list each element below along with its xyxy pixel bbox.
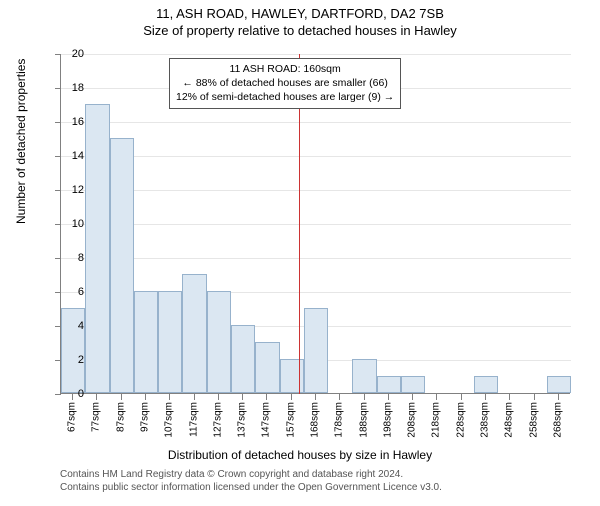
x-tick-label: 137sqm [237,402,248,438]
x-axis-label: Distribution of detached houses by size … [0,448,600,462]
x-tick [461,394,462,400]
annotation-line: 11 ASH ROAD: 160sqm [176,62,394,76]
x-tick [96,394,97,400]
y-tick-label: 16 [54,116,84,128]
histogram-bar [304,308,328,393]
gridline [61,190,571,191]
x-tick [509,394,510,400]
annotation-line: 12% of semi-detached houses are larger (… [176,90,394,104]
y-tick-label: 8 [54,252,84,264]
x-tick [339,394,340,400]
x-tick [266,394,267,400]
x-tick-label: 157sqm [285,402,296,438]
page-title-address: 11, ASH ROAD, HAWLEY, DARTFORD, DA2 7SB [0,6,600,21]
footer-attribution: Contains HM Land Registry data © Crown c… [60,468,442,494]
x-tick-label: 107sqm [164,402,175,438]
histogram-bar [255,342,279,393]
x-tick-label: 208sqm [407,402,418,438]
x-tick [485,394,486,400]
footer-line-1: Contains HM Land Registry data © Crown c… [60,468,442,481]
histogram-bar [280,359,304,393]
x-tick-label: 218sqm [431,402,442,438]
y-tick-label: 14 [54,150,84,162]
histogram-bar [207,291,231,393]
x-tick-label: 87sqm [115,402,126,432]
histogram-bar [474,376,498,393]
histogram-bar [85,104,109,393]
histogram-bar [377,376,401,393]
x-tick-label: 67sqm [67,402,78,432]
plot-area: 11 ASH ROAD: 160sqm← 88% of detached hou… [60,54,570,394]
gridline [61,156,571,157]
x-tick [121,394,122,400]
histogram-bar [134,291,158,393]
x-tick-label: 238sqm [480,402,491,438]
x-tick [388,394,389,400]
gridline [61,122,571,123]
x-tick-label: 168sqm [310,402,321,438]
x-tick [218,394,219,400]
footer-line-2: Contains public sector information licen… [60,481,442,494]
y-tick-label: 20 [54,48,84,60]
x-tick-label: 188sqm [358,402,369,438]
annotation-box: 11 ASH ROAD: 160sqm← 88% of detached hou… [169,58,401,109]
x-tick-label: 97sqm [140,402,151,432]
x-tick-label: 198sqm [382,402,393,438]
x-tick-label: 248sqm [504,402,515,438]
y-tick-label: 12 [54,184,84,196]
x-tick [291,394,292,400]
y-tick-label: 2 [54,354,84,366]
x-tick-label: 77sqm [91,402,102,432]
x-tick [242,394,243,400]
y-axis-label: Number of detached properties [14,59,28,224]
y-tick-label: 0 [54,388,84,400]
annotation-line: ← 88% of detached houses are smaller (66… [176,76,394,90]
page-title-subtitle: Size of property relative to detached ho… [0,23,600,38]
histogram-bar [231,325,255,393]
x-tick-label: 268sqm [552,402,563,438]
histogram-bar [182,274,206,393]
x-tick [558,394,559,400]
x-tick [169,394,170,400]
x-tick-label: 258sqm [528,402,539,438]
x-tick [145,394,146,400]
histogram-chart: 11 ASH ROAD: 160sqm← 88% of detached hou… [60,54,570,424]
x-tick [315,394,316,400]
x-tick-label: 117sqm [188,402,199,437]
x-tick [194,394,195,400]
gridline [61,54,571,55]
y-tick-label: 6 [54,286,84,298]
gridline [61,224,571,225]
gridline [61,258,571,259]
histogram-bar [158,291,182,393]
x-tick-label: 127sqm [212,402,223,438]
x-tick-label: 178sqm [334,402,345,438]
histogram-bar [352,359,376,393]
x-tick [436,394,437,400]
y-tick-label: 10 [54,218,84,230]
x-tick-label: 228sqm [455,402,466,438]
x-tick [364,394,365,400]
histogram-bar [110,138,134,393]
histogram-bar [547,376,571,393]
x-tick-label: 147sqm [261,402,272,438]
y-tick-label: 18 [54,82,84,94]
x-tick [412,394,413,400]
y-tick-label: 4 [54,320,84,332]
histogram-bar [401,376,425,393]
x-tick [534,394,535,400]
